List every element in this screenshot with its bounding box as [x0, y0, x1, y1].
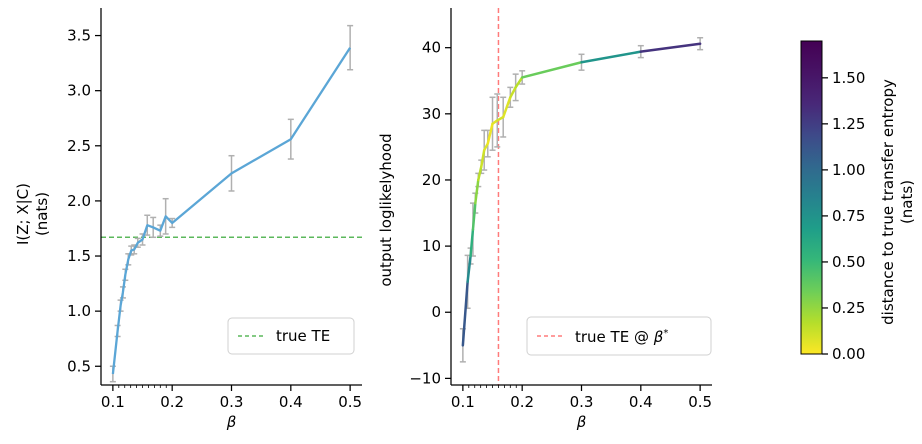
- right-chart-x-tick-label: 0.3: [570, 393, 594, 411]
- right-chart-axes: [445, 8, 712, 391]
- right-chart-x-tick-label: 0.5: [688, 393, 712, 411]
- left-chart-axes: [95, 8, 362, 391]
- left-chart-y-tick-label: 1.0: [67, 302, 91, 320]
- right-chart-x-tick-labels: 0.1 0.2 0.3 0.4 0.5: [451, 393, 712, 411]
- colorbar-label: distance to true transfer entropy: [879, 79, 897, 325]
- right-chart-series-segment: [580, 50, 643, 64]
- right-chart-x-tick-label: 0.4: [629, 393, 653, 411]
- right-chart-y-tick-label: −10: [409, 369, 441, 387]
- right-chart-series-segment: [461, 280, 469, 347]
- right-chart-x-axis-label: β: [576, 413, 587, 431]
- right-chart-panel: 0.1 0.2 0.3 0.4 0.5 −10 0 10 20 30 40 β output lo…: [377, 8, 712, 431]
- right-chart-series-segment: [474, 178, 480, 205]
- right-chart-y-tick-label: 40: [422, 39, 441, 57]
- right-chart-series-segment: [469, 228, 475, 258]
- left-chart-x-axis-label: β: [226, 413, 237, 431]
- left-chart-x-tick-labels: 0.1 0.2 0.3 0.4 0.5: [101, 393, 362, 411]
- right-chart-y-tick-label: 20: [422, 171, 441, 189]
- right-chart-legend-box: [526, 316, 712, 356]
- colorbar-gradient: [800, 40, 823, 355]
- right-chart-y-tick-label: 30: [422, 105, 441, 123]
- colorbar-tick-label: 1.50: [832, 69, 865, 87]
- left-chart-series-line: [111, 47, 352, 375]
- right-chart-x-tick-label: 0.1: [451, 393, 475, 411]
- right-chart-legend-label: true TE @ β*: [575, 328, 668, 346]
- colorbar: 0.00 0.25 0.50 0.75 1.00 1.25 1.50 distance to…: [800, 40, 916, 363]
- right-chart-legend: true TE @ β*: [526, 316, 712, 356]
- left-chart-x-tick-label: 0.5: [338, 393, 362, 411]
- right-chart-y-tick-label: 10: [422, 237, 441, 255]
- colorbar-unit: (nats): [898, 180, 916, 224]
- colorbar-tick-label: 0.25: [832, 299, 865, 317]
- left-chart-y-tick-label: 2.5: [67, 137, 91, 155]
- left-chart-x-tick-label: 0.4: [279, 393, 303, 411]
- left-chart-y-tick-label: 3.5: [67, 27, 91, 45]
- right-chart-y-tick-label: 0: [431, 303, 441, 321]
- left-chart-panel: 0.1 0.2 0.3 0.4 0.5 0.51.01.52.02.53.03.5 β …: [14, 8, 362, 431]
- colorbar-tick-label: 1.25: [832, 115, 865, 133]
- left-chart-x-tick-label: 0.3: [220, 393, 244, 411]
- left-chart-y-axis-unit: (nats): [33, 192, 51, 236]
- colorbar-tick-label: 1.00: [832, 161, 865, 179]
- right-chart-series-segment: [509, 86, 517, 99]
- right-chart-series: [461, 42, 702, 347]
- colorbar-tick-label: 0.00: [832, 345, 865, 363]
- right-chart-y-axis-label: output loglikelyhood: [377, 133, 395, 286]
- right-chart-series-segment: [466, 254, 472, 284]
- right-chart-series-segment: [486, 122, 494, 145]
- right-chart-series-segment: [520, 60, 583, 79]
- right-chart-errorbars: [459, 37, 704, 363]
- right-chart-x-tick-label: 0.2: [510, 393, 534, 411]
- right-chart-series-segment: [514, 76, 524, 89]
- right-chart-series-segment: [482, 142, 490, 152]
- colorbar-ticks: 0.00 0.25 0.50 0.75 1.00 1.25 1.50: [822, 69, 865, 363]
- right-chart-series-segment: [501, 96, 512, 119]
- left-chart-legend-label: true TE: [276, 327, 330, 345]
- left-chart-legend: true TE: [227, 317, 355, 355]
- left-chart-y-tick-label: 1.5: [67, 247, 91, 265]
- left-chart-y-axis-label: I(Z; X|C): [14, 183, 32, 245]
- right-chart-y-tick-labels: −10 0 10 20 30 40: [409, 39, 441, 388]
- left-chart-x-tick-label: 0.1: [101, 393, 125, 411]
- left-chart-y-tick-label: 0.5: [67, 357, 91, 375]
- left-chart-y-tick-label: 2.0: [67, 192, 91, 210]
- left-chart-x-tick-label: 0.2: [160, 393, 184, 411]
- colorbar-tick-label: 0.75: [832, 207, 865, 225]
- left-chart-legend-box: [227, 317, 355, 355]
- left-chart-series: [111, 47, 352, 375]
- right-chart-series-segment: [471, 201, 477, 231]
- left-chart-y-tick-label: 3.0: [67, 82, 91, 100]
- right-chart-series-segment: [477, 165, 483, 182]
- right-chart-series-segment: [639, 42, 702, 53]
- colorbar-tick-label: 0.50: [832, 253, 865, 271]
- right-chart-series-segment: [480, 148, 486, 168]
- left-chart-y-tick-labels: 0.5 1.0 1.5 2.0 2.5 3.0 3.5: [67, 27, 91, 376]
